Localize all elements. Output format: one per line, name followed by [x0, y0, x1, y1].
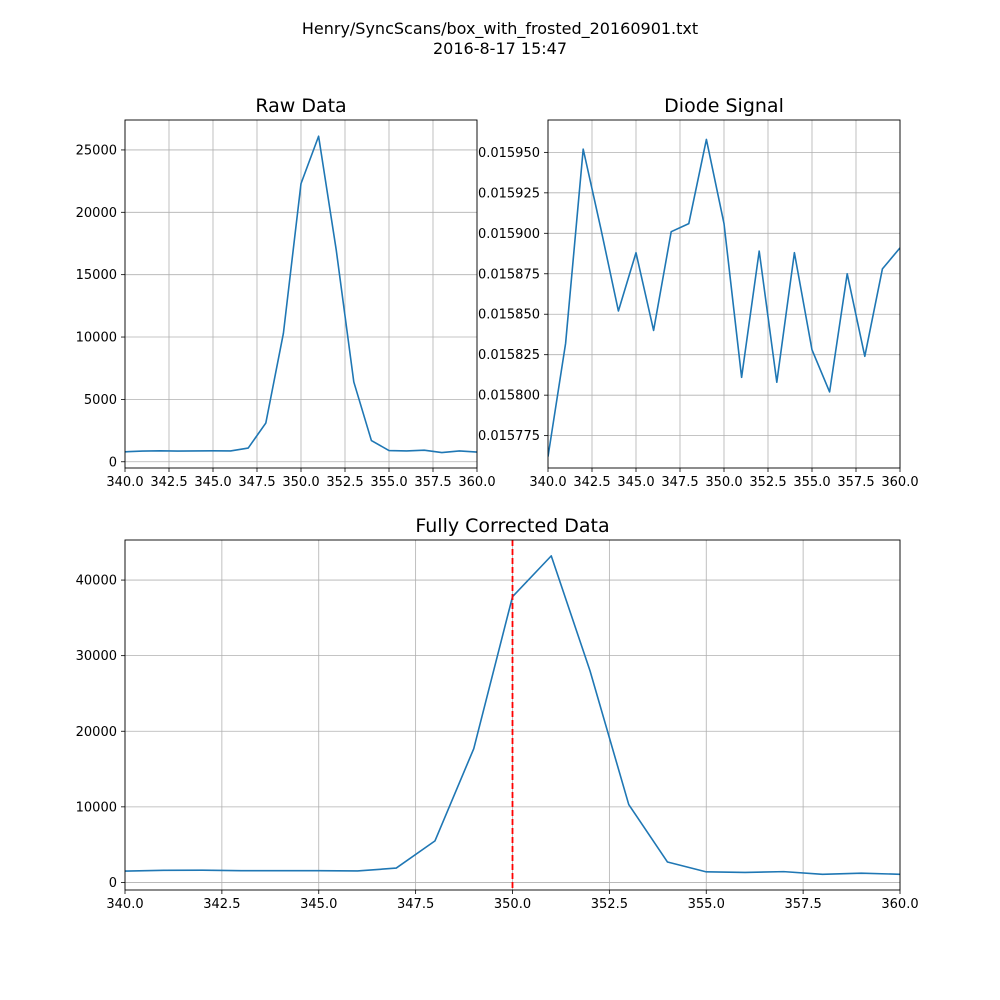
raw-data-x-tick-label: 355.0	[370, 475, 407, 490]
raw-data-y-tick-label: 0	[109, 455, 117, 470]
diode-signal-x-tick-label: 350.0	[705, 475, 742, 490]
diode-signal-y-tick-label: 0.015850	[478, 308, 540, 323]
diode-signal-plot: Diode Signal 340.0 342.5 345.0 347.5 350.0 352…	[478, 95, 919, 490]
raw-data-axes-frame	[124, 119, 478, 469]
raw-data-y-tick-label: 10000	[76, 331, 117, 346]
fully-corrected-plot: Fully Corrected Data 340.0 342.5 345.0 347.5…	[76, 515, 919, 912]
raw-data-x-tick-label: 360.0	[458, 475, 495, 490]
fully-corrected-y-tick-label: 10000	[76, 800, 117, 815]
raw-data-x-tick-label: 350.0	[282, 475, 319, 490]
raw-data-y-tick-label: 5000	[84, 393, 117, 408]
diode-signal-x-tick-label: 360.0	[881, 475, 918, 490]
diode-signal-x-tick-label: 345.0	[617, 475, 654, 490]
raw-data-y-tick-label: 25000	[76, 143, 117, 158]
fully-corrected-x-tick-label: 342.5	[203, 897, 240, 912]
fully-corrected-y-tick-label: 30000	[76, 649, 117, 664]
fully-corrected-title: Fully Corrected Data	[415, 515, 609, 537]
diode-signal-y-tick-label: 0.015900	[478, 227, 540, 242]
raw-data-plot: Raw Data 340.0 342.5 345.0 347.5 350.0 352.5 35…	[76, 95, 496, 490]
fully-corrected-x-tick-label: 345.0	[300, 897, 337, 912]
raw-data-x-tick-label: 352.5	[326, 475, 363, 490]
diode-signal-x-tick-label: 340.0	[529, 475, 566, 490]
raw-data-x-tick-label: 340.0	[106, 475, 143, 490]
diode-signal-x-tick-label: 352.5	[749, 475, 786, 490]
raw-data-title: Raw Data	[255, 95, 346, 117]
diode-signal-y-tick-label: 0.015875	[478, 267, 540, 282]
raw-data-series-line	[125, 135, 477, 454]
figure-subtitle: 2016-8-17 15:47	[433, 39, 567, 58]
diode-signal-y-tick-label: 0.015825	[478, 348, 540, 363]
fully-corrected-y-tick-label: 20000	[76, 725, 117, 740]
diode-signal-x-tick-label: 357.5	[837, 475, 874, 490]
figure-title: Henry/SyncScans/box_with_frosted_2016090…	[301, 19, 699, 38]
raw-data-y-tick-label: 15000	[76, 268, 117, 283]
raw-data-x-tick-label: 342.5	[150, 475, 187, 490]
fully-corrected-x-tick-label: 360.0	[881, 897, 918, 912]
fully-corrected-x-tick-label: 340.0	[106, 897, 143, 912]
diode-signal-y-tick-label: 0.015950	[478, 146, 540, 161]
fully-corrected-x-tick-label: 352.5	[591, 897, 628, 912]
fully-corrected-x-tick-label: 355.0	[688, 897, 725, 912]
diode-signal-x-tick-label: 355.0	[793, 475, 830, 490]
raw-data-y-tick-label: 20000	[76, 206, 117, 221]
fully-corrected-y-tick-label: 40000	[76, 574, 117, 589]
diode-signal-x-tick-label: 347.5	[661, 475, 698, 490]
diode-signal-y-tick-label: 0.015800	[478, 389, 540, 404]
diode-signal-title: Diode Signal	[664, 95, 784, 117]
fully-corrected-x-tick-label: 347.5	[397, 897, 434, 912]
raw-data-x-tick-label: 357.5	[414, 475, 451, 490]
raw-data-x-tick-label: 345.0	[194, 475, 231, 490]
raw-data-x-tick-label: 347.5	[238, 475, 275, 490]
fully-corrected-x-tick-label: 350.0	[494, 897, 531, 912]
fully-corrected-axes-frame	[124, 539, 901, 891]
diode-signal-y-tick-label: 0.015775	[478, 429, 540, 444]
diode-signal-y-tick-label: 0.015925	[478, 186, 540, 201]
diode-signal-x-tick-label: 342.5	[573, 475, 610, 490]
fully-corrected-y-tick-label: 0	[109, 876, 117, 891]
diode-signal-series-line	[548, 138, 900, 457]
diode-signal-axes-frame	[547, 119, 901, 469]
fully-corrected-x-tick-label: 357.5	[785, 897, 822, 912]
